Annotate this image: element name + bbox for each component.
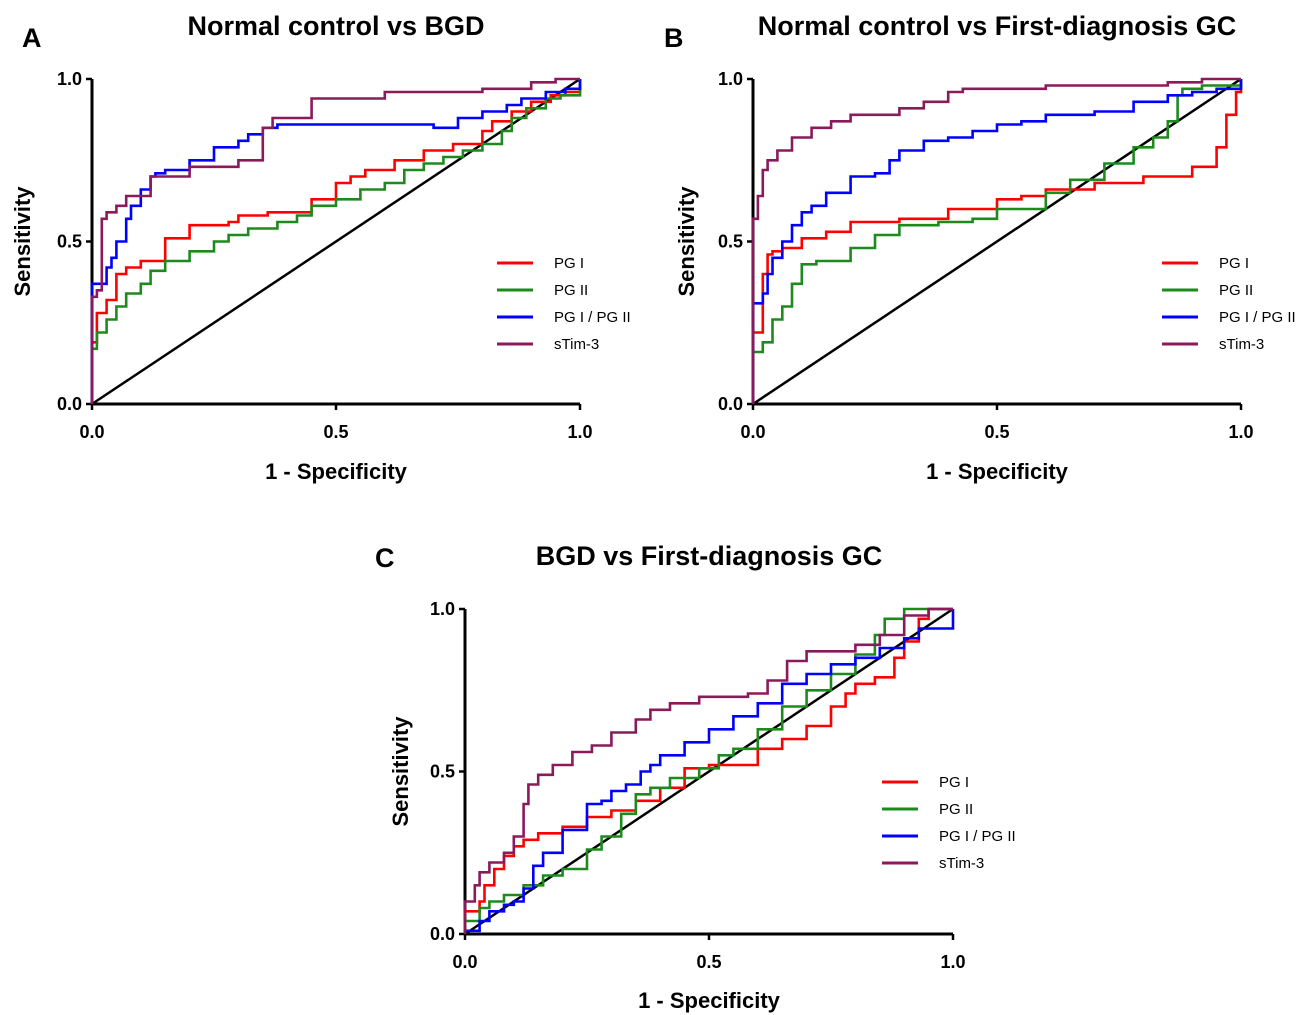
y-tick-label: 0.0 bbox=[430, 924, 455, 944]
roc-curve-pg-i-pg-ii bbox=[751, 79, 1243, 404]
reference-diagonal-line bbox=[752, 77, 1242, 406]
reference-diagonal-line bbox=[91, 77, 581, 406]
panel-letter: B bbox=[664, 23, 684, 53]
roc-curve-stim-3 bbox=[463, 607, 953, 934]
legend-label-stim-3: sTim-3 bbox=[1219, 336, 1264, 353]
y-axis-title: Sensitivity bbox=[388, 716, 413, 827]
legend-label-pg-i-pg-ii: PG I / PG II bbox=[939, 828, 1016, 845]
legend-label-pg-ii: PG II bbox=[554, 282, 588, 299]
y-tick-label: 0.0 bbox=[57, 394, 82, 414]
roc-curve-stim-3 bbox=[90, 77, 580, 404]
y-tick-label: 1.0 bbox=[718, 69, 743, 89]
reference-diagonal-line bbox=[464, 607, 954, 936]
legend-label-pg-ii: PG II bbox=[939, 801, 973, 818]
y-tick-label: 0.5 bbox=[57, 232, 82, 252]
chart-title: Normal control vs BGD bbox=[187, 11, 484, 41]
y-tick-label: 1.0 bbox=[430, 599, 455, 619]
y-axis-title: Sensitivity bbox=[674, 186, 699, 297]
legend-label-pg-i: PG I bbox=[554, 255, 584, 272]
panel-letter: A bbox=[22, 23, 42, 53]
legend-label-stim-3: sTim-3 bbox=[939, 855, 984, 872]
x-axis-title: 1 - Specificity bbox=[265, 459, 408, 484]
x-tick-label: 0.0 bbox=[452, 952, 477, 972]
legend-label-pg-i-pg-ii: PG I / PG II bbox=[1219, 309, 1296, 326]
x-axis-title: 1 - Specificity bbox=[638, 988, 781, 1013]
panel-b: B Normal control vs First-diagnosis GC 1 -… bbox=[664, 11, 1296, 484]
roc-curve-pg-i bbox=[751, 79, 1243, 404]
panel-a: A Normal control vs BGD 1 - Specificity Sen… bbox=[10, 11, 631, 484]
x-tick-label: 0.5 bbox=[984, 422, 1009, 442]
y-axis-title: Sensitivity bbox=[10, 186, 35, 297]
x-tick-label: 0.0 bbox=[79, 422, 104, 442]
roc-curve-stim-3 bbox=[751, 77, 1241, 404]
y-tick-label: 0.5 bbox=[718, 232, 743, 252]
roc-curve-pg-i-pg-ii bbox=[463, 609, 955, 934]
legend-label-pg-i: PG I bbox=[1219, 255, 1249, 272]
legend-label-stim-3: sTim-3 bbox=[554, 336, 599, 353]
roc-curve-pg-ii bbox=[751, 79, 1243, 404]
x-axis-title: 1 - Specificity bbox=[926, 459, 1069, 484]
panel-letter: C bbox=[375, 543, 395, 573]
roc-curve-pg-ii bbox=[90, 79, 582, 404]
legend-label-pg-i: PG I bbox=[939, 774, 969, 791]
y-tick-label: 0.5 bbox=[430, 762, 455, 782]
x-tick-label: 1.0 bbox=[940, 952, 965, 972]
x-tick-label: 1.0 bbox=[567, 422, 592, 442]
x-tick-label: 1.0 bbox=[1228, 422, 1253, 442]
x-tick-label: 0.5 bbox=[696, 952, 721, 972]
x-tick-label: 0.5 bbox=[323, 422, 348, 442]
chart-title: Normal control vs First-diagnosis GC bbox=[758, 11, 1237, 41]
legend-label-pg-i-pg-ii: PG I / PG II bbox=[554, 309, 631, 326]
y-tick-label: 0.0 bbox=[718, 394, 743, 414]
x-tick-label: 0.0 bbox=[740, 422, 765, 442]
y-tick-label: 1.0 bbox=[57, 69, 82, 89]
legend-label-pg-ii: PG II bbox=[1219, 282, 1253, 299]
roc-curve-pg-i-pg-ii bbox=[90, 79, 582, 404]
chart-title: BGD vs First-diagnosis GC bbox=[536, 541, 883, 571]
panel-c: C BGD vs First-diagnosis GC 1 - Specificit… bbox=[375, 541, 1016, 1013]
